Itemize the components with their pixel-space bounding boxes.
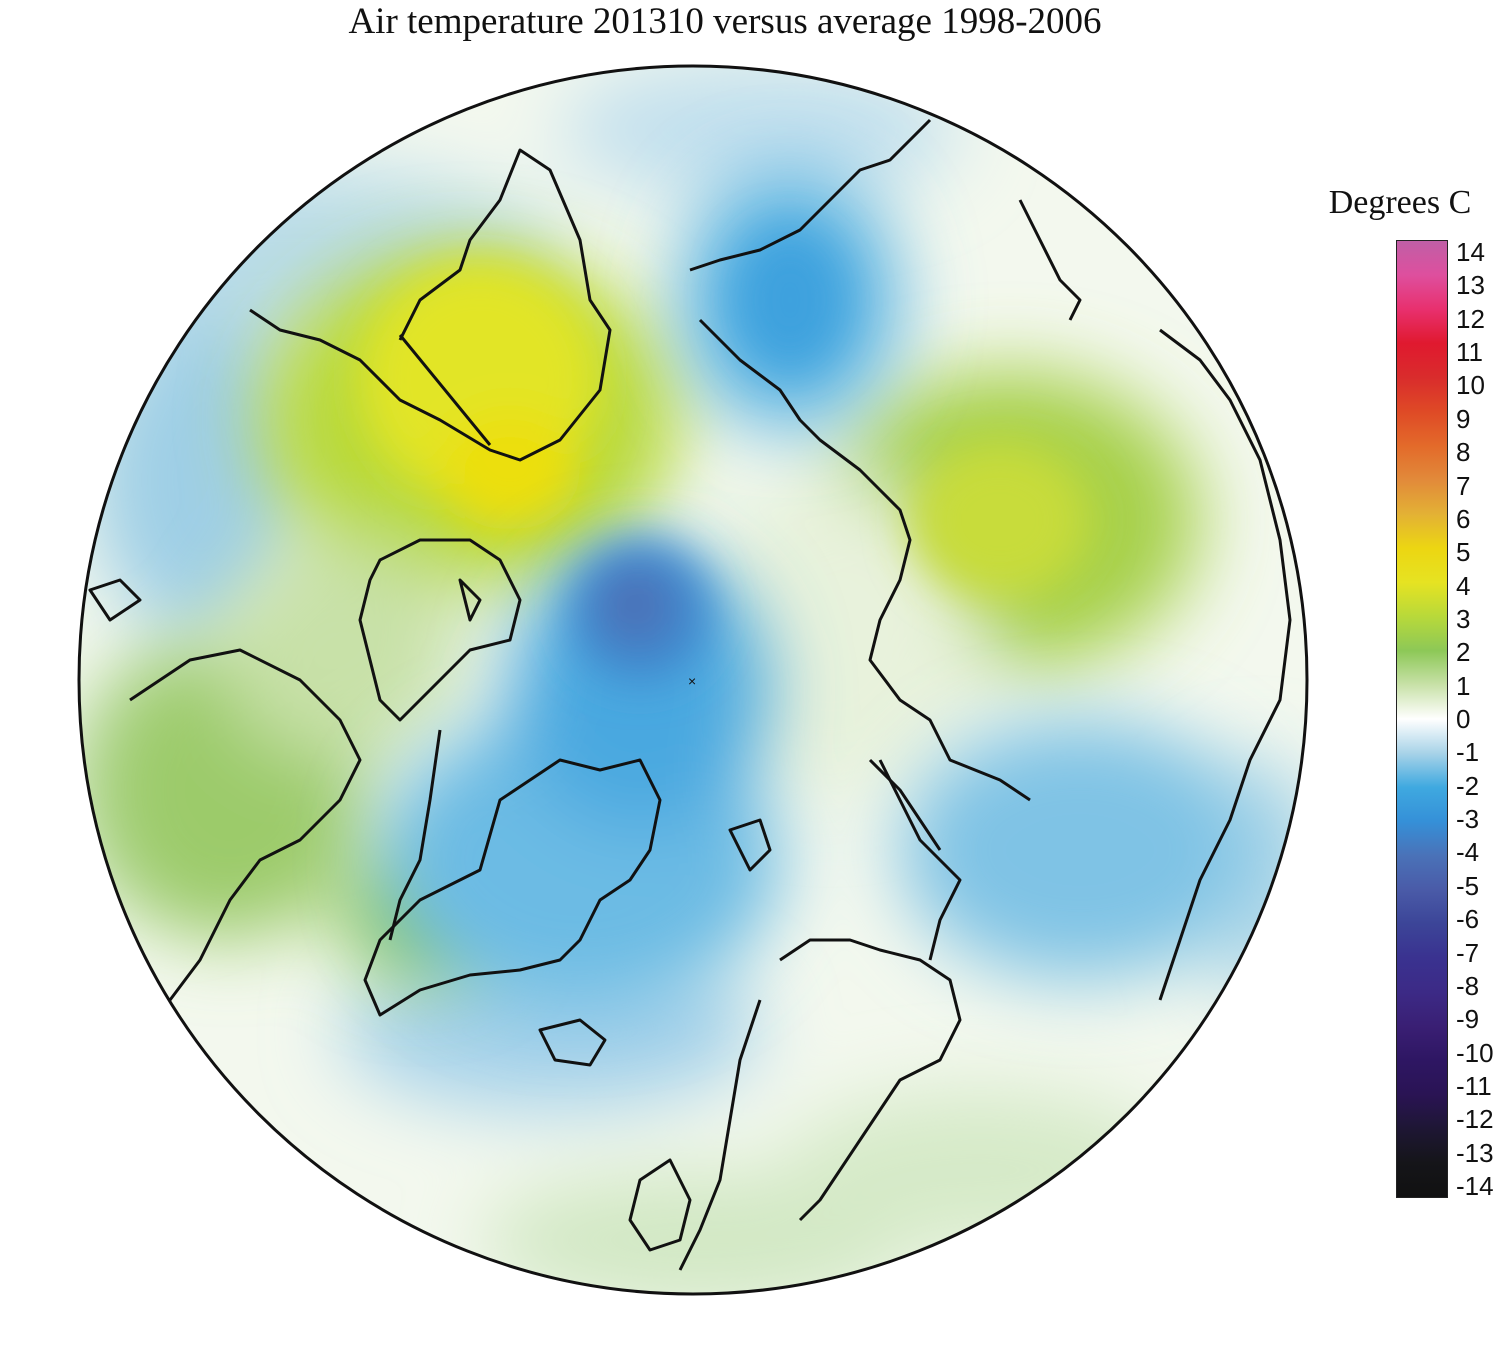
- colorbar-tick-label: -13: [1456, 1137, 1494, 1168]
- taymyr-coast: [878, 759, 962, 961]
- colorbar-tick-label: -9: [1456, 1004, 1480, 1035]
- colorbar-tick-label: 10: [1456, 370, 1485, 401]
- colorbar-tick-label: 0: [1456, 704, 1471, 734]
- sea-of-okhotsk: [1018, 199, 1082, 321]
- colorbar-tick-label: 5: [1456, 537, 1471, 568]
- alaska-coast: [249, 148, 612, 462]
- colorbar-tick-label: -7: [1456, 937, 1480, 968]
- british-isles: [628, 1158, 692, 1252]
- colorbar-tick-label: -14: [1456, 1171, 1494, 1201]
- colorbar-tick-label: -5: [1456, 870, 1480, 901]
- scandinavia-coast: [779, 938, 962, 1222]
- map-boundary: [77, 64, 1309, 1296]
- pole-marker: ×: [688, 673, 696, 689]
- alaska-border: [398, 334, 492, 446]
- anomaly-field: [79, 66, 1307, 1294]
- europe-coast: [678, 999, 762, 1271]
- colorbar-tick-label: 4: [1456, 570, 1471, 601]
- coastlines: ×: [88, 118, 1292, 1271]
- colorbar: [1396, 240, 1448, 1198]
- colorbar-tick-label: -4: [1456, 837, 1480, 868]
- labrador-coast: [388, 729, 442, 941]
- hudson-bay-coast: [129, 648, 362, 1012]
- colorbar-tick-label: -11: [1456, 1070, 1492, 1101]
- colorbar-tick-label: 9: [1456, 403, 1471, 434]
- colorbar-tick-label: 3: [1456, 603, 1471, 634]
- colorbar-tick-label: -3: [1456, 804, 1480, 835]
- east-siberia-coast: [698, 318, 1031, 802]
- colorbar-tick-label: 14: [1456, 237, 1485, 267]
- colorbar-tick-label: -2: [1456, 770, 1480, 801]
- greenland-coast: [363, 758, 662, 1017]
- east-europe-border: [1158, 328, 1292, 1001]
- colorbar-tick-label: 8: [1456, 437, 1471, 468]
- novaya-zemlya: [868, 758, 942, 851]
- colorbar-tick-label: 11: [1456, 337, 1483, 368]
- canadian-archipelago: [358, 538, 522, 722]
- colorbar-tick-label: -1: [1456, 737, 1480, 768]
- colorbar-tick-label: 13: [1456, 270, 1485, 301]
- svalbard: [728, 818, 772, 872]
- colorbar-tick-label: 1: [1456, 670, 1471, 701]
- map-title: Air temperature 201310 versus average 19…: [348, 1, 1102, 42]
- chukotka-coast: [689, 118, 932, 272]
- colorbar-tick-label: -10: [1456, 1037, 1494, 1068]
- colorbar-tick-label: 7: [1456, 470, 1471, 501]
- west-coast-north-america: [88, 578, 142, 622]
- colorbar-tick-label: -6: [1456, 904, 1480, 935]
- colorbar-tick-label: 12: [1456, 303, 1485, 334]
- colorbar-tick-label: 6: [1456, 503, 1471, 534]
- iceland: [538, 1018, 607, 1067]
- legend-title: Degrees C: [1328, 184, 1472, 221]
- colorbar-tick-label: -12: [1456, 1104, 1494, 1135]
- colorbar-tick-label: -8: [1456, 970, 1480, 1001]
- colorbar-tick-label: 2: [1456, 637, 1471, 668]
